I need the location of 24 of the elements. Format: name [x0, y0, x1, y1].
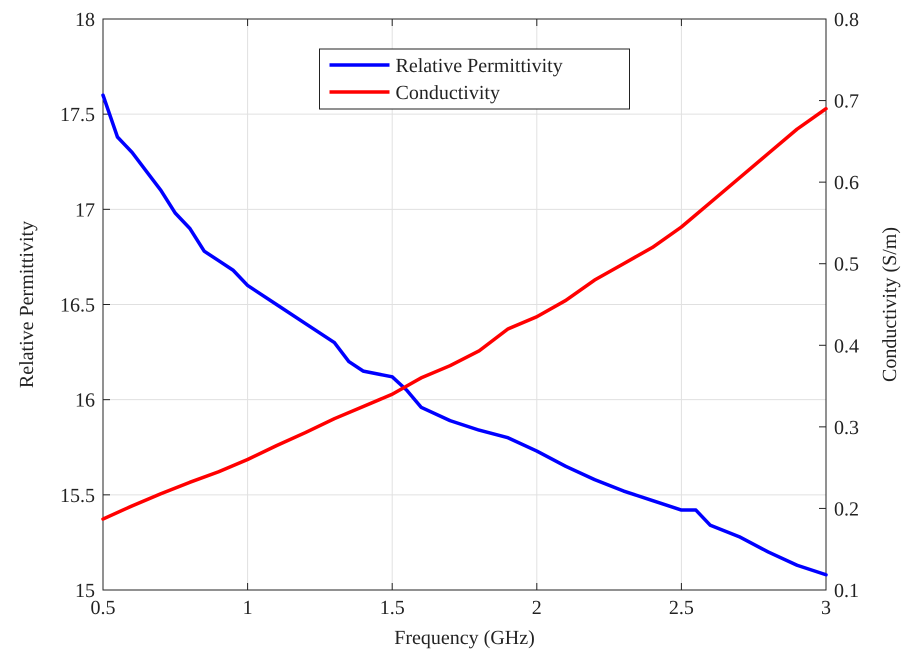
y-tick-label: 16: [75, 390, 95, 412]
x-axis-title: Frequency (GHz): [394, 627, 535, 649]
y2-axis-title: Conductivity (S/m): [879, 227, 901, 382]
y-tick-label: 18: [75, 9, 95, 31]
y2-tick-label: 0.5: [834, 254, 859, 276]
x-tick-label: 1: [242, 597, 253, 619]
x-tick-label: 2: [532, 597, 542, 619]
y2-tick-label: 0.3: [834, 416, 859, 439]
x-tick-label: 3: [821, 597, 831, 619]
y2-tick-label: 0.6: [834, 172, 859, 194]
y-tick-label: 15.5: [60, 484, 95, 507]
y-tick-label: 16.5: [60, 294, 95, 316]
y2-tick-label: 0.8: [834, 9, 859, 31]
y-tick-label: 17.5: [60, 104, 95, 126]
x-tick-label: 1.5: [380, 597, 405, 619]
legend-label: Relative Permittivity: [396, 55, 563, 77]
y2-tick-label: 0.4: [834, 335, 859, 358]
y-axis-title: Relative Permittivity: [16, 220, 38, 388]
y2-tick-label: 0.7: [834, 90, 859, 113]
y2-tick-label: 0.1: [834, 580, 859, 602]
y-tick-label: 17: [75, 199, 95, 222]
legend-label: Conductivity: [396, 82, 500, 104]
x-tick-label: 2.5: [668, 597, 694, 619]
y2-tick-label: 0.2: [834, 498, 859, 520]
